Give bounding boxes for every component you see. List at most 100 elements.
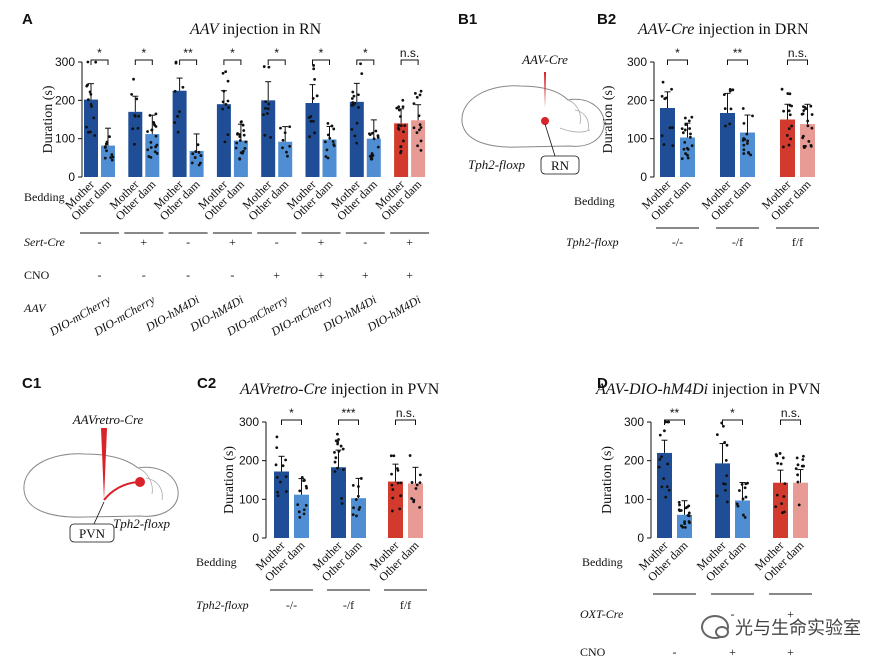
condition-label: AAV — [23, 301, 47, 315]
data-point — [415, 95, 419, 99]
data-point — [332, 127, 336, 131]
data-point — [266, 107, 270, 110]
condition-value: + — [229, 235, 236, 249]
data-point — [333, 470, 337, 473]
significance-bracket — [179, 59, 198, 65]
panel-label-C1: C1 — [22, 375, 41, 392]
condition-value: -/f — [732, 235, 743, 249]
data-point — [677, 500, 681, 504]
data-point — [715, 433, 719, 437]
y-tick-label: 200 — [239, 454, 259, 468]
bar-mother — [349, 101, 364, 177]
data-point — [682, 147, 686, 151]
data-point — [296, 503, 300, 507]
data-point — [350, 127, 354, 131]
data-point — [267, 65, 271, 69]
bedding-label: Bedding — [24, 190, 65, 204]
data-point — [419, 139, 423, 143]
data-point — [671, 126, 674, 130]
data-point — [191, 152, 195, 156]
data-point — [355, 141, 359, 145]
data-point — [262, 65, 266, 68]
data-point — [173, 121, 177, 124]
data-point — [408, 454, 412, 457]
condition-value: - — [230, 268, 234, 282]
data-point — [725, 443, 729, 447]
data-point — [401, 139, 405, 143]
data-point — [680, 127, 684, 131]
chart-C2: AAVretro-Cre injection in PVN 0 100 200 300 D… — [196, 381, 440, 612]
data-point — [274, 463, 278, 467]
data-point — [323, 140, 327, 144]
data-point — [297, 510, 301, 514]
condition-value: + — [318, 235, 325, 249]
data-point — [678, 503, 681, 507]
y-tick-label: 200 — [624, 454, 644, 468]
condition-value: + — [787, 607, 794, 621]
data-point — [749, 153, 753, 157]
data-point — [146, 148, 150, 152]
data-point — [802, 144, 806, 148]
data-point — [658, 458, 662, 461]
data-point — [722, 93, 726, 97]
bar-other-dam — [294, 494, 309, 538]
data-point — [679, 509, 683, 512]
data-point — [355, 121, 359, 125]
mouse-line-b1: Tph2-floxp — [468, 157, 526, 172]
data-point — [399, 145, 403, 149]
data-point — [224, 70, 228, 74]
condition-value: - — [186, 268, 190, 282]
data-point — [352, 506, 355, 510]
data-point — [154, 134, 158, 138]
significance-label: ** — [670, 406, 680, 420]
data-point — [744, 482, 748, 486]
data-point — [399, 124, 403, 128]
data-point — [86, 60, 90, 64]
data-point — [747, 151, 751, 155]
data-point — [238, 139, 242, 142]
data-point — [671, 144, 675, 148]
data-point — [681, 131, 685, 135]
significance-bracket — [223, 59, 242, 65]
data-point — [264, 106, 267, 110]
y-axis-label: Duration (s) — [222, 446, 237, 514]
data-point — [221, 71, 225, 75]
data-point — [265, 112, 269, 115]
bedding-label: Bedding — [574, 194, 615, 208]
data-point — [412, 102, 416, 106]
data-point — [197, 150, 201, 154]
data-point — [774, 505, 778, 509]
bar-other-dam — [366, 138, 381, 177]
data-point — [357, 508, 361, 511]
bar-other-dam — [800, 124, 815, 177]
data-point — [85, 125, 88, 129]
data-point — [742, 148, 746, 152]
y-tick-label: 200 — [627, 93, 647, 107]
data-point — [353, 101, 357, 105]
data-point — [243, 146, 247, 150]
data-point — [690, 144, 694, 148]
data-point — [416, 144, 419, 148]
data-point — [269, 135, 273, 139]
bar-mother — [720, 112, 735, 177]
data-point — [176, 114, 179, 118]
data-point — [239, 120, 243, 124]
data-point — [418, 123, 422, 127]
data-point — [724, 124, 727, 128]
data-point — [660, 134, 664, 138]
bar-mother — [657, 452, 672, 538]
data-point — [779, 462, 783, 466]
data-point — [288, 144, 292, 148]
data-point — [376, 145, 380, 149]
significance-bracket — [780, 419, 801, 425]
data-point — [787, 143, 791, 147]
data-point — [110, 153, 114, 157]
watermark-text: 光与生命实验室 — [735, 618, 861, 638]
data-point — [686, 153, 689, 157]
significance-label: * — [230, 46, 235, 60]
data-point — [728, 122, 732, 126]
y-tick-label: 100 — [239, 492, 259, 506]
data-point — [746, 139, 750, 143]
data-point — [796, 480, 800, 484]
panel-label-B2: B2 — [597, 11, 616, 28]
